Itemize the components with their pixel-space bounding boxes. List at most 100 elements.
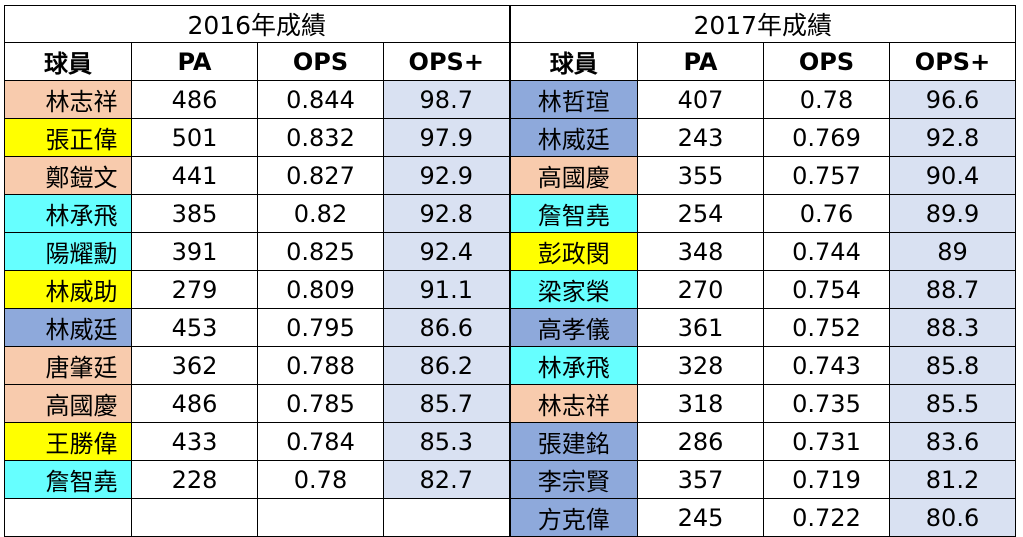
pa-value (131, 498, 258, 537)
player-name: 詹智堯 (509, 194, 638, 233)
opsplus-value: 92.8 (889, 118, 1016, 157)
player-name: 彭政閔 (509, 232, 638, 271)
table-row: 林威廷 453 0.795 86.6 高孝儀 361 0.752 88.3 (4, 308, 1016, 347)
pa-value: 385 (131, 194, 258, 233)
pa-value: 243 (637, 118, 764, 157)
table-row: 唐肇廷 362 0.788 86.2 林承飛 328 0.743 85.8 (4, 346, 1016, 385)
ops-value: 0.788 (257, 346, 384, 385)
table-row: 高國慶 486 0.785 85.7 林志祥 318 0.735 85.5 (4, 384, 1016, 423)
pa-value: 355 (637, 156, 764, 195)
ops-value: 0.809 (257, 270, 384, 309)
opsplus-value: 92.8 (383, 194, 511, 233)
player-name: 林志祥 (509, 384, 638, 423)
opsplus-value: 85.3 (383, 422, 511, 461)
ops-value: 0.827 (257, 156, 384, 195)
pa-value: 228 (131, 460, 258, 499)
player-name: 林威廷 (509, 118, 638, 157)
opsplus-value: 97.9 (383, 118, 511, 157)
pa-value: 501 (131, 118, 258, 157)
player-name: 高國慶 (4, 384, 132, 423)
header-pa: PA (131, 42, 258, 81)
opsplus-value: 92.9 (383, 156, 511, 195)
player-name: 詹智堯 (4, 460, 132, 499)
ops-value: 0.78 (763, 80, 890, 119)
pa-value: 286 (637, 422, 764, 461)
table-row: 林承飛 385 0.82 92.8 詹智堯 254 0.76 89.9 (4, 194, 1016, 233)
ops-value: 0.82 (257, 194, 384, 233)
opsplus-value: 90.4 (889, 156, 1016, 195)
pa-value: 407 (637, 80, 764, 119)
pa-value: 328 (637, 346, 764, 385)
ops-value: 0.832 (257, 118, 384, 157)
opsplus-value: 96.6 (889, 80, 1016, 119)
header-opsplus: OPS+ (889, 42, 1016, 81)
ops-value: 0.825 (257, 232, 384, 271)
pa-value: 441 (131, 156, 258, 195)
table-row: 鄭鎧文 441 0.827 92.9 高國慶 355 0.757 90.4 (4, 156, 1016, 195)
ops-value: 0.76 (763, 194, 890, 233)
player-name: 林志祥 (4, 80, 132, 119)
opsplus-value: 98.7 (383, 80, 511, 119)
player-name: 林威助 (4, 270, 132, 309)
section-title-row: 2016年成績 2017年成績 (4, 5, 1016, 43)
ops-value: 0.757 (763, 156, 890, 195)
player-name (4, 498, 132, 537)
opsplus-value: 86.2 (383, 346, 511, 385)
ops-value: 0.722 (763, 498, 890, 537)
pa-value: 245 (637, 498, 764, 537)
player-name: 張建銘 (509, 422, 638, 461)
player-name: 林承飛 (4, 194, 132, 233)
table-row: 詹智堯 228 0.78 82.7 李宗賢 357 0.719 81.2 (4, 460, 1016, 499)
ops-value: 0.844 (257, 80, 384, 119)
pa-value: 453 (131, 308, 258, 347)
opsplus-value: 83.6 (889, 422, 1016, 461)
player-name: 陽耀勳 (4, 232, 132, 271)
player-name: 林哲瑄 (509, 80, 638, 119)
section-title-2017: 2017年成績 (509, 5, 1016, 43)
ops-value: 0.754 (763, 270, 890, 309)
table-row: 陽耀勳 391 0.825 92.4 彭政閔 348 0.744 89 (4, 232, 1016, 271)
pa-value: 357 (637, 460, 764, 499)
opsplus-value: 89 (889, 232, 1016, 271)
pa-value: 361 (637, 308, 764, 347)
pa-value: 254 (637, 194, 764, 233)
ops-value: 0.784 (257, 422, 384, 461)
ops-value: 0.735 (763, 384, 890, 423)
opsplus-value: 85.7 (383, 384, 511, 423)
opsplus-value: 92.4 (383, 232, 511, 271)
ops-value: 0.785 (257, 384, 384, 423)
table-row: 張正偉 501 0.832 97.9 林威廷 243 0.769 92.8 (4, 118, 1016, 157)
ops-value: 0.752 (763, 308, 890, 347)
player-name: 王勝偉 (4, 422, 132, 461)
ops-value: 0.731 (763, 422, 890, 461)
table-row: 林志祥 486 0.844 98.7 林哲瑄 407 0.78 96.6 (4, 80, 1016, 119)
table-row: 王勝偉 433 0.784 85.3 張建銘 286 0.731 83.6 (4, 422, 1016, 461)
pa-value: 279 (131, 270, 258, 309)
header-ops: OPS (763, 42, 890, 81)
section-title-2016: 2016年成績 (4, 5, 511, 43)
table-row: 方克偉 245 0.722 80.6 (4, 498, 1016, 537)
opsplus-value: 91.1 (383, 270, 511, 309)
player-name: 梁家榮 (509, 270, 638, 309)
opsplus-value: 88.7 (889, 270, 1016, 309)
ops-value: 0.78 (257, 460, 384, 499)
header-player: 球員 (509, 42, 638, 81)
pa-value: 391 (131, 232, 258, 271)
ops-value: 0.744 (763, 232, 890, 271)
table-row: 林威助 279 0.809 91.1 梁家榮 270 0.754 88.7 (4, 270, 1016, 309)
ops-value: 0.769 (763, 118, 890, 157)
pa-value: 270 (637, 270, 764, 309)
stats-table: 2016年成績 2017年成績 球員 PA OPS OPS+ 球員 PA OPS OPS+ 林志祥 4… (4, 5, 1016, 537)
player-name: 李宗賢 (509, 460, 638, 499)
opsplus-value (383, 498, 511, 537)
pa-value: 362 (131, 346, 258, 385)
player-name: 林威廷 (4, 308, 132, 347)
pa-value: 348 (637, 232, 764, 271)
opsplus-value: 81.2 (889, 460, 1016, 499)
player-name: 張正偉 (4, 118, 132, 157)
ops-value: 0.743 (763, 346, 890, 385)
opsplus-value: 89.9 (889, 194, 1016, 233)
player-name: 高國慶 (509, 156, 638, 195)
header-pa: PA (637, 42, 764, 81)
